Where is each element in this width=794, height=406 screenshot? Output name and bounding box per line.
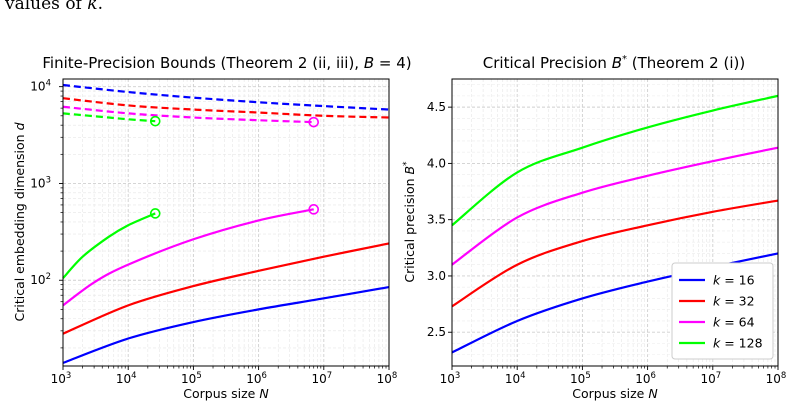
chart-left-series bbox=[62, 83, 390, 364]
left-xtick-label: 108 bbox=[377, 371, 398, 386]
left-series-line-k32-dashed bbox=[62, 97, 390, 119]
chart-right-title: Critical Precision B* (Theorem 2 (i)) bbox=[483, 54, 745, 72]
chart-right-xlabel: Corpus size N bbox=[572, 386, 658, 401]
chart-right-ticks: 103 104 105 106 107 108 2.5 3.0 3.5 4.0 4.5 bbox=[427, 100, 786, 386]
chart-left-ylabel: Critical embedding dimension d bbox=[12, 122, 27, 321]
left-series-line-k64-dashed bbox=[62, 105, 314, 124]
legend-box bbox=[671, 262, 774, 360]
legend-label-k128: k = 128 bbox=[713, 336, 763, 351]
right-series-line-k64 bbox=[451, 146, 779, 266]
lead-text-suffix: . bbox=[97, 0, 103, 14]
left-series-line-k16-solid bbox=[62, 285, 390, 364]
right-xtick-label: 108 bbox=[766, 371, 787, 386]
left-series-line-k32-solid bbox=[62, 242, 390, 335]
chart-right-ylabel: Critical precision B* bbox=[402, 161, 417, 283]
chart-left-ticks: 103 104 105 106 107 108 102 103 104 bbox=[30, 79, 397, 386]
left-series-line-k64-solid bbox=[62, 208, 314, 307]
legend-label-k32: k = 32 bbox=[713, 294, 755, 309]
left-endpoint-marker bbox=[308, 204, 320, 215]
chart-right-legend: k = 16 k = 32 k = 64 k = 128 bbox=[671, 262, 774, 360]
left-endpoint-marker bbox=[149, 115, 161, 127]
right-ytick-label: 4.5 bbox=[427, 100, 446, 114]
chart-left-xlabel: Corpus size N bbox=[183, 386, 269, 401]
left-series-line-k128-solid bbox=[62, 212, 156, 279]
chart-right-precision: Critical Precision B* (Theorem 2 (i)) 10… bbox=[402, 54, 786, 401]
chart-left-frame bbox=[62, 78, 390, 367]
chart-right-frame bbox=[451, 78, 779, 367]
legend-label-k64: k = 64 bbox=[713, 315, 755, 330]
left-xtick-label: 107 bbox=[311, 371, 332, 386]
right-xtick-label: 107 bbox=[700, 371, 721, 386]
left-xtick-label: 103 bbox=[51, 371, 72, 386]
left-xtick-label: 104 bbox=[116, 371, 137, 386]
right-xtick-label: 103 bbox=[440, 371, 461, 386]
lead-text: values of k. bbox=[5, 0, 103, 14]
right-ytick-label: 3.5 bbox=[427, 213, 446, 227]
lead-text-variable: k bbox=[87, 0, 98, 14]
lead-text-prefix: values of bbox=[5, 0, 88, 14]
right-xtick-label: 104 bbox=[505, 371, 526, 386]
left-endpoint-marker bbox=[149, 208, 161, 219]
right-xtick-label: 105 bbox=[570, 371, 591, 386]
right-series-line-k128 bbox=[451, 94, 779, 227]
left-ytick-label: 102 bbox=[30, 272, 51, 287]
left-series-line-k128-dashed bbox=[62, 112, 156, 123]
right-series-line-k32 bbox=[451, 199, 779, 308]
right-ytick-label: 2.5 bbox=[427, 325, 446, 339]
left-xtick-label: 106 bbox=[246, 371, 267, 386]
chart-left-dimension: Finite-Precision Bounds (Theorem 2 (ii, … bbox=[12, 54, 412, 401]
right-ytick-label: 3.0 bbox=[427, 269, 446, 283]
legend-label-k16: k = 16 bbox=[713, 273, 755, 288]
right-ytick-label: 4.0 bbox=[427, 156, 446, 170]
left-ytick-label: 103 bbox=[30, 175, 51, 190]
left-ytick-label: 104 bbox=[30, 79, 51, 94]
chart-left-grid bbox=[62, 79, 389, 366]
left-xtick-label: 105 bbox=[181, 371, 202, 386]
chart-left-title: Finite-Precision Bounds (Theorem 2 (ii, … bbox=[42, 54, 411, 72]
left-series-line-k16-dashed bbox=[62, 83, 390, 111]
right-xtick-label: 106 bbox=[635, 371, 656, 386]
left-endpoint-marker bbox=[308, 116, 320, 128]
